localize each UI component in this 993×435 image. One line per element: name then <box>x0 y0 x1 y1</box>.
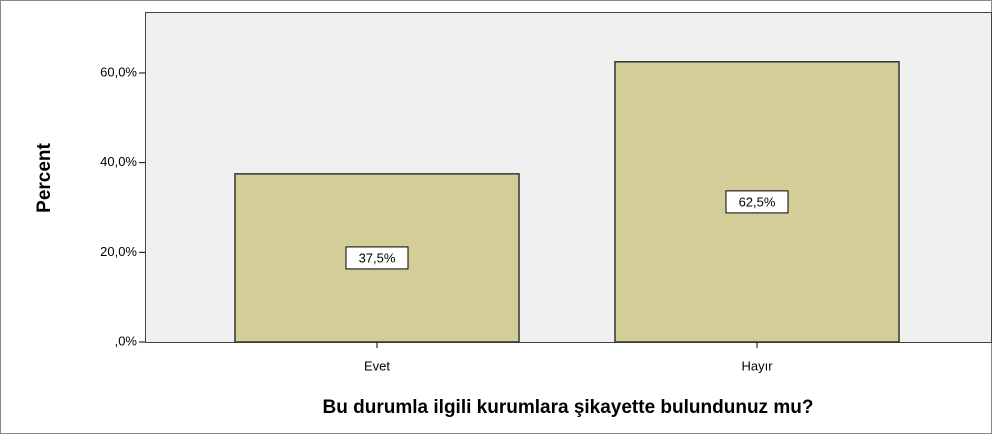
value-label-box <box>345 246 409 270</box>
value-label: 62,5% <box>739 194 776 209</box>
x-axis-title: Bu durumla ilgili kurumlara şikayette bu… <box>323 397 814 418</box>
y-axis-title: Percent <box>34 142 55 212</box>
value-label-box <box>725 190 789 214</box>
y-tick-label: ,0% <box>115 333 138 348</box>
x-tick-label: Hayır <box>741 358 773 373</box>
y-tick-label: 20,0% <box>100 244 137 259</box>
y-tick-label: 60,0% <box>100 64 137 79</box>
value-label: 37,5% <box>359 250 396 265</box>
x-tick-label: Evet <box>364 358 390 373</box>
y-tick-label: 40,0% <box>100 154 137 169</box>
